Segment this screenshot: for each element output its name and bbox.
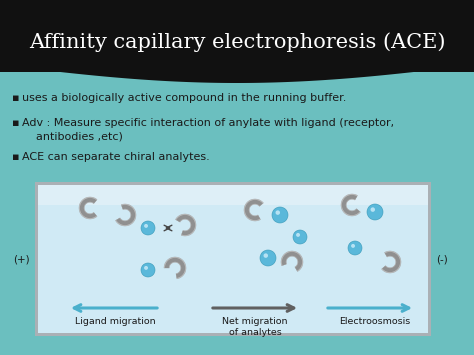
Text: (-): (-) [436,254,448,264]
Polygon shape [116,204,136,226]
Polygon shape [116,205,135,225]
Circle shape [351,244,355,248]
Circle shape [367,204,383,220]
Polygon shape [341,194,360,216]
Bar [35,182,431,336]
Circle shape [144,266,148,270]
Circle shape [272,207,288,223]
Polygon shape [79,197,97,219]
Text: ACE can separate chiral analytes.: ACE can separate chiral analytes. [22,152,210,162]
Polygon shape [80,198,97,218]
Circle shape [260,250,276,266]
Circle shape [264,253,268,258]
Polygon shape [175,214,196,236]
Text: ▪: ▪ [12,93,19,103]
Polygon shape [176,215,195,235]
Circle shape [348,241,362,255]
Text: ▪: ▪ [12,152,19,162]
Polygon shape [342,195,360,215]
Text: Electroosmosis: Electroosmosis [339,317,410,326]
Polygon shape [382,251,401,273]
Text: Ligand migration: Ligand migration [75,317,155,326]
Polygon shape [281,251,303,272]
Circle shape [293,230,307,244]
Polygon shape [164,257,186,279]
Circle shape [275,211,280,215]
Text: uses a biologically active compound in the running buffer.: uses a biologically active compound in t… [22,93,346,103]
Circle shape [144,224,148,228]
Polygon shape [282,252,302,271]
Polygon shape [245,200,263,220]
Text: Net migration
of analytes: Net migration of analytes [222,317,288,337]
Polygon shape [244,199,264,221]
Text: ▪: ▪ [12,118,19,128]
Bar [38,185,428,205]
Polygon shape [0,0,474,83]
Circle shape [371,207,375,212]
Bar [38,185,428,333]
Text: Affinity capillary electrophoresis (ACE): Affinity capillary electrophoresis (ACE) [29,32,445,52]
Text: Adv : Measure specific interaction of anylate with ligand (receptor,
    antibod: Adv : Measure specific interaction of an… [22,118,394,141]
Circle shape [296,233,300,237]
Text: (+): (+) [13,254,30,264]
Bar [0,72,474,355]
Polygon shape [382,252,400,272]
Circle shape [141,263,155,277]
Circle shape [141,221,155,235]
Polygon shape [165,258,185,278]
